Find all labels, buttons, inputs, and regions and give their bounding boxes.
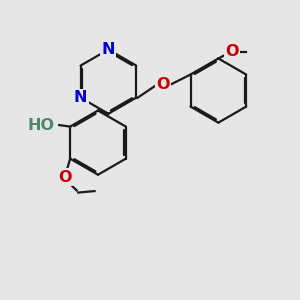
Text: N: N [102, 42, 115, 57]
Text: N: N [74, 90, 87, 105]
Text: HO: HO [28, 118, 55, 133]
Text: O: O [58, 169, 72, 184]
Text: O: O [157, 77, 170, 92]
Text: O: O [225, 44, 238, 59]
